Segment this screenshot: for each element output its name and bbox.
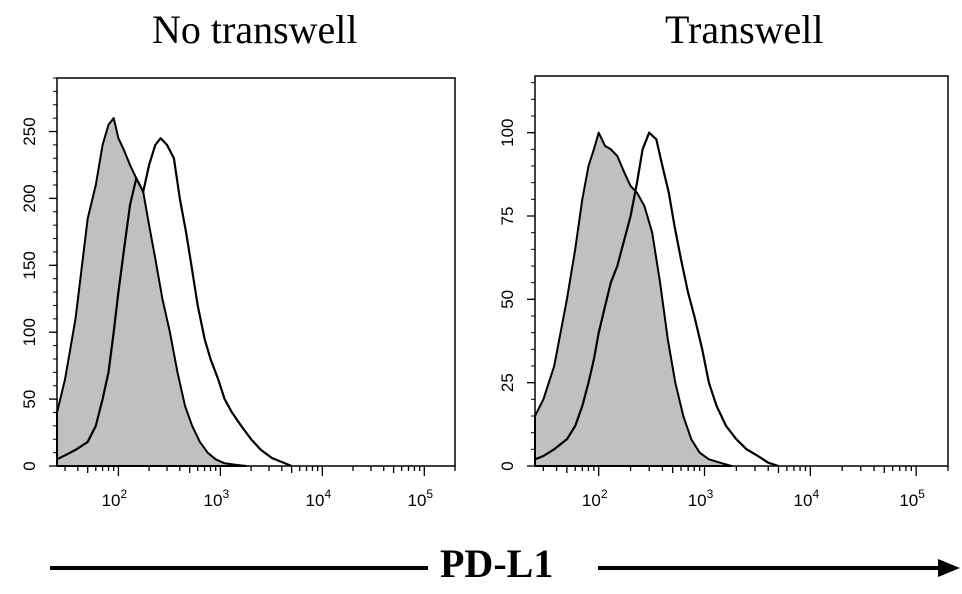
y-tick-label: 50 [498, 290, 517, 309]
y-tick-label: 0 [20, 461, 39, 470]
x-tick-label: 105 [407, 487, 433, 510]
x-axis-label: PD-L1 [440, 541, 554, 586]
x-tick-label: 103 [204, 487, 230, 510]
y-tick-label: 0 [498, 461, 517, 470]
histogram-outline [56, 137, 293, 468]
histogram-outline [534, 131, 779, 468]
y-tick-label: 25 [498, 373, 517, 392]
y-tick-label: 100 [498, 118, 517, 146]
axis-arrow-head [938, 559, 960, 577]
x-tick-label: 102 [102, 487, 128, 510]
y-tick-label: 250 [20, 117, 39, 145]
x-tick-label: 104 [794, 487, 820, 510]
histogram-shaded [534, 131, 733, 467]
y-tick-label: 75 [498, 207, 517, 226]
x-axis-label-row: PD-L1 [0, 540, 962, 590]
y-tick-label: 50 [20, 390, 39, 409]
x-tick-label: 104 [306, 487, 332, 510]
panel-title-no-transwell: No transwell [152, 7, 358, 52]
histogram-shaded [56, 117, 248, 467]
x-tick-label: 105 [899, 487, 925, 510]
x-tick-label: 102 [582, 487, 608, 510]
x-tick-label: 103 [688, 487, 714, 510]
y-tick-label: 100 [20, 318, 39, 346]
panel-title-transwell: Transwell [665, 7, 824, 52]
y-tick-label: 150 [20, 251, 39, 279]
y-tick-label: 200 [20, 184, 39, 212]
